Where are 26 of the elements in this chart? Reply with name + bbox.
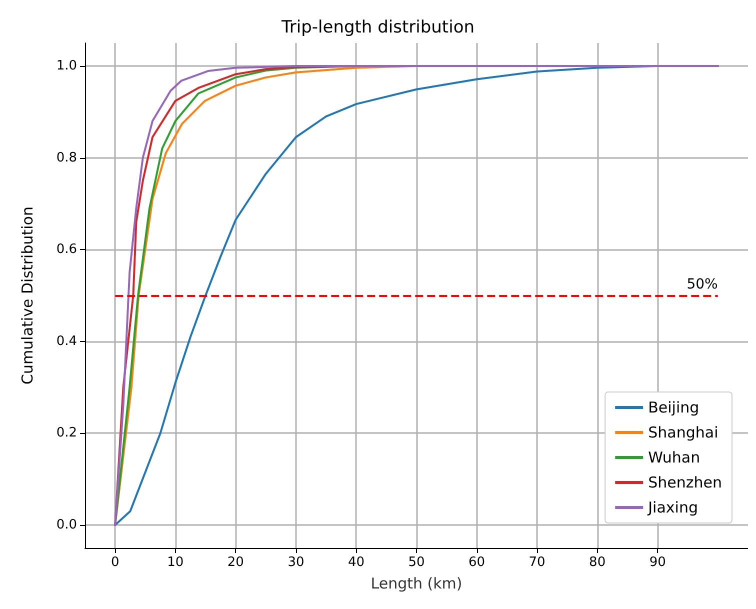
x-tick-label: 30 [288,555,304,570]
x-axis-title: Length (km) [370,574,462,592]
legend-label: Shenzhen [648,474,722,492]
x-tick-label: 0 [110,555,120,570]
x-tick-label: 40 [348,555,364,570]
y-tick-label: 0.4 [56,334,77,349]
x-tick-label: 60 [468,555,486,570]
y-tick-label: 0.8 [56,150,77,166]
y-tick-label: 0.6 [56,242,77,258]
ref-line-label: 50% [686,276,718,292]
x-tick-label: 50 [408,555,425,570]
x-tick-label: 70 [528,555,546,570]
legend-label: Shanghai [648,424,718,442]
legend-label: Beijing [648,398,700,416]
y-tick-label: 0.2 [56,426,77,441]
legend-label: Wuhan [648,448,700,466]
x-tick-label: 80 [589,555,606,570]
x-tick-label: 10 [167,555,184,570]
y-tick-label: 0.0 [56,518,77,533]
x-tick-label: 20 [227,555,244,570]
y-tick-label: 1.0 [56,58,77,74]
chart-title: Trip-length distribution [280,18,474,38]
legend-label: Jiaxing [647,498,698,516]
y-axis-title: Cumulative Distribution [18,206,36,384]
line-series [114,64,719,526]
x-tick-label: 90 [649,555,666,570]
